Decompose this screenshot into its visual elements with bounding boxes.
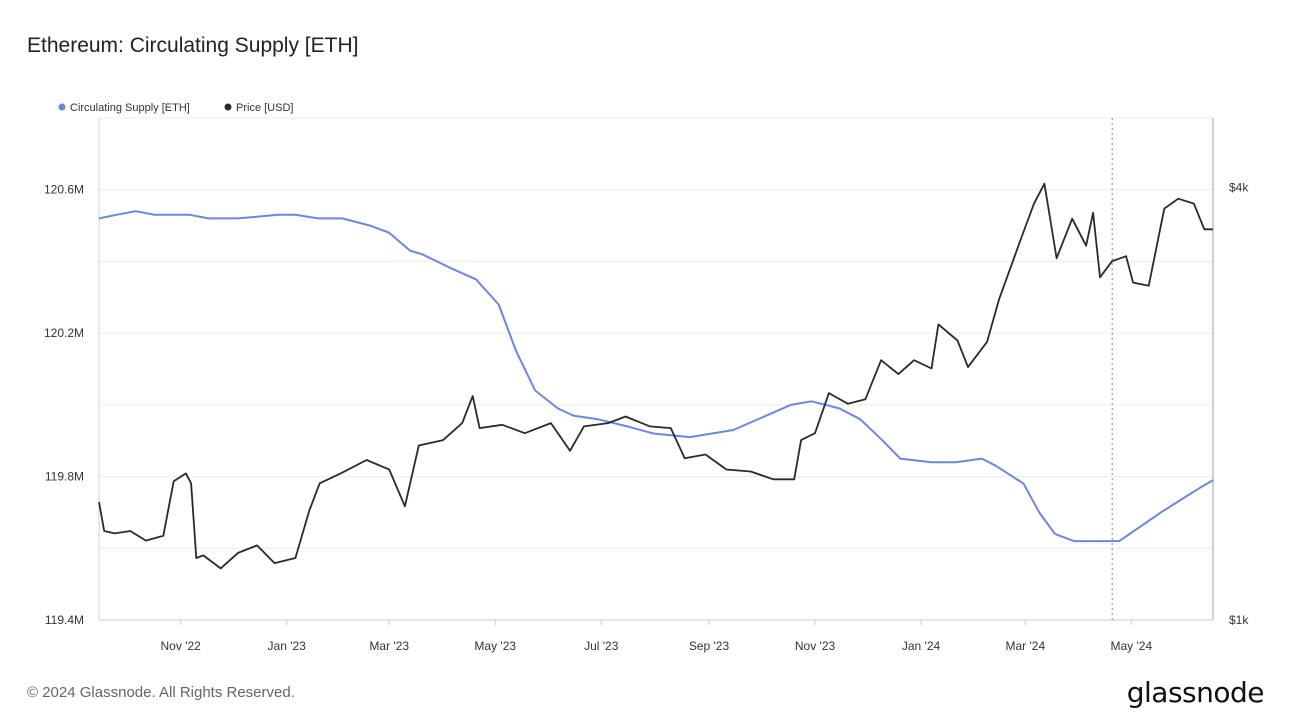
grid-lines <box>98 117 1214 621</box>
y-left-tick-label: 120.6M <box>44 183 84 197</box>
y-axis-right: $1k $4k <box>1229 181 1249 627</box>
page-title: Ethereum: Circulating Supply [ETH] <box>27 34 359 57</box>
x-tick-label: Nov '23 <box>795 639 836 653</box>
x-tick-label: Jan '23 <box>268 639 307 653</box>
x-tick-label: Sep '23 <box>689 639 730 653</box>
y-right-tick-label: $1k <box>1229 613 1249 627</box>
legend: Circulating Supply [ETH] Price [USD] <box>58 102 293 114</box>
x-axis: Nov '22 Jan '23 Mar '23 May '23 Jul '23 Sep '… <box>161 118 1152 653</box>
x-tick-label: Jan '24 <box>902 639 941 653</box>
x-tick-label: Mar '24 <box>1005 639 1045 653</box>
y-axis-left: 119.4M 119.8M 120.2M 120.6M <box>44 183 84 627</box>
x-tick-label: Mar '23 <box>369 639 409 653</box>
x-tick-label: May '24 <box>1110 639 1152 653</box>
x-tick-label: May '23 <box>474 639 516 653</box>
glassnode-logo[interactable]: glassnode <box>1126 676 1265 709</box>
price-line <box>98 182 1213 570</box>
legend-label: Circulating Supply [ETH] <box>70 102 190 114</box>
y-left-tick-label: 119.8M <box>45 470 84 484</box>
circulating-supply-line <box>98 210 1214 543</box>
y-right-tick-label: $4k <box>1229 181 1249 195</box>
legend-label: Price [USD] <box>236 102 293 114</box>
y-left-tick-label: 119.4M <box>45 613 84 627</box>
y-left-tick-label: 120.2M <box>44 326 84 340</box>
x-tick-label: Nov '22 <box>161 639 202 653</box>
copyright-text: © 2024 Glassnode. All Rights Reserved. <box>27 684 295 701</box>
legend-marker <box>224 103 232 111</box>
series-lines <box>98 182 1214 570</box>
legend-marker <box>58 103 66 111</box>
x-tick-label: Jul '23 <box>584 639 619 653</box>
